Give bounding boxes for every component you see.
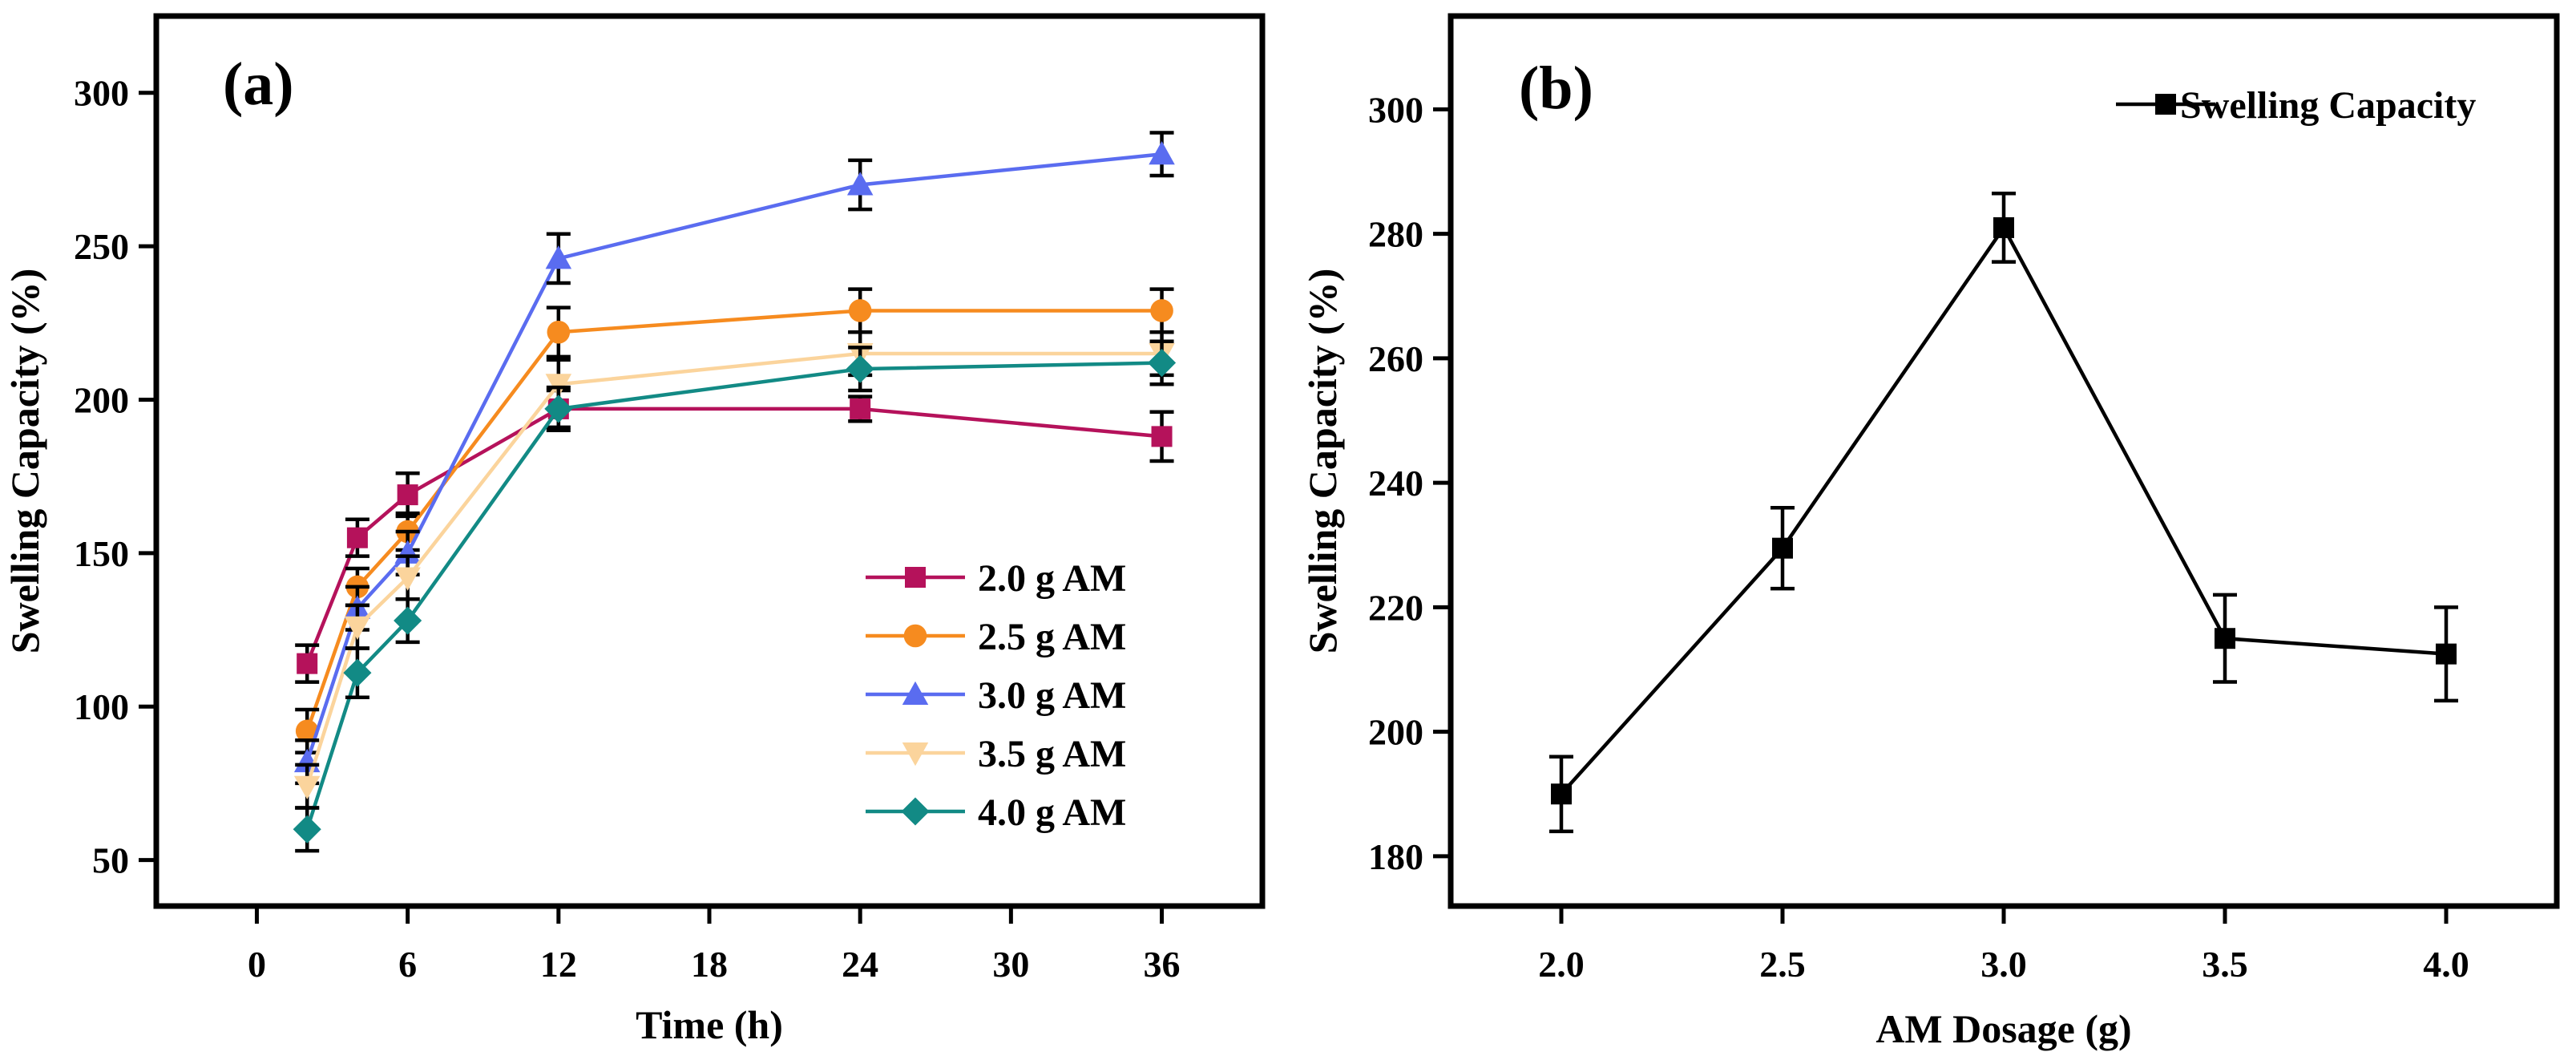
data-point [297, 653, 318, 674]
legend-label: Swelling Capacity [2180, 84, 2476, 127]
panel-a-time-chart: 0 6 12 18 24 30 36 50 100 150 200 250 300 Time (h) Swe… [2, 13, 1266, 1047]
x-tick-label: 0 [248, 944, 266, 985]
legend-marker [901, 797, 930, 826]
series-line [1560, 224, 2447, 795]
series-line [305, 152, 1162, 763]
panel-label: (a) [223, 51, 294, 118]
data-point [1150, 299, 1173, 322]
x-tick-label: 30 [992, 944, 1029, 985]
panel-b-dosage-chart: 2.0 2.5 3.0 3.5 4.0 180 200 220 240 260 280 300 AM D… [1300, 13, 2560, 1051]
x-tick-label: 18 [691, 944, 728, 985]
data-point [394, 567, 421, 591]
x-axis-title: Time (h) [636, 1002, 783, 1047]
legend: Swelling Capacity [2116, 84, 2476, 127]
legend-marker [905, 567, 926, 588]
x-tick-label: 6 [398, 944, 417, 985]
legend: 2.0 g AM 2.5 g AM 3.0 g AM 3.5 g AM 4.0 g AM [866, 557, 1126, 834]
legend-label: 4.0 g AM [978, 791, 1126, 834]
series-4-0-g-am [293, 339, 1177, 853]
plot-frame [1447, 13, 2560, 909]
y-tick-label: 200 [1368, 712, 1423, 753]
legend-marker [2155, 94, 2176, 115]
legend-label: 3.0 g AM [978, 674, 1126, 717]
x-tick-label: 24 [842, 944, 878, 985]
y-axis-title: Swelling Capacity (%) [1300, 269, 1345, 654]
legend-label: 2.5 g AM [978, 616, 1126, 658]
data-point [1147, 348, 1177, 378]
y-tick-label: 300 [1368, 89, 1423, 130]
data-point [1551, 783, 1572, 805]
data-point [2215, 628, 2235, 649]
x-tick-label: 4.0 [2423, 944, 2469, 985]
data-point [1772, 537, 1793, 559]
data-point [2436, 643, 2457, 665]
data-point [293, 815, 321, 844]
y-tick-label: 260 [1368, 338, 1423, 379]
data-point [295, 719, 319, 743]
data-point [1149, 140, 1175, 165]
data-point [343, 658, 372, 687]
series-line [305, 351, 1162, 787]
data-point [850, 398, 871, 419]
data-point [848, 299, 872, 322]
y-tick-label: 220 [1368, 587, 1423, 628]
y-tick-label: 200 [74, 379, 129, 420]
data-point [394, 606, 422, 635]
y-tick-label: 280 [1368, 214, 1423, 255]
data-point [846, 354, 874, 383]
x-tick-label: 12 [540, 944, 577, 985]
data-point [547, 320, 571, 344]
legend-label: 2.0 g AM [978, 557, 1126, 600]
y-tick-label: 300 [74, 73, 129, 114]
series-line [305, 407, 1162, 665]
x-tick-label: 3.5 [2202, 944, 2248, 985]
x-tick-label: 2.5 [1759, 944, 1806, 985]
data-point [846, 172, 874, 196]
data-point [544, 394, 573, 423]
y-tick-label: 50 [92, 840, 129, 881]
y-axis-title: Swelling Capacity (%) [2, 269, 47, 654]
legend-marker [903, 624, 927, 648]
data-point [344, 616, 371, 640]
y-tick-label: 180 [1368, 836, 1423, 877]
x-axis-title: AM Dosage (g) [1875, 1006, 2131, 1051]
data-point [397, 484, 418, 506]
x-tick-label: 3.0 [1980, 944, 2027, 985]
data-point [1993, 216, 2014, 238]
legend-marker [902, 742, 929, 767]
data-point [293, 775, 321, 799]
y-tick-label: 100 [74, 686, 129, 727]
data-point [1151, 426, 1173, 447]
y-tick-label: 150 [74, 533, 129, 574]
data-point [545, 245, 572, 269]
series-line [305, 309, 1162, 732]
legend-label: 3.5 g AM [978, 733, 1126, 775]
series-swelling-capacity [1549, 191, 2458, 834]
x-tick-label: 36 [1144, 944, 1181, 985]
panel-label: (b) [1519, 55, 1593, 122]
y-tick-label: 240 [1368, 463, 1423, 504]
y-tick-label: 250 [74, 226, 129, 267]
legend-marker [902, 681, 929, 705]
x-tick-label: 2.0 [1538, 944, 1585, 985]
data-point [346, 527, 368, 548]
